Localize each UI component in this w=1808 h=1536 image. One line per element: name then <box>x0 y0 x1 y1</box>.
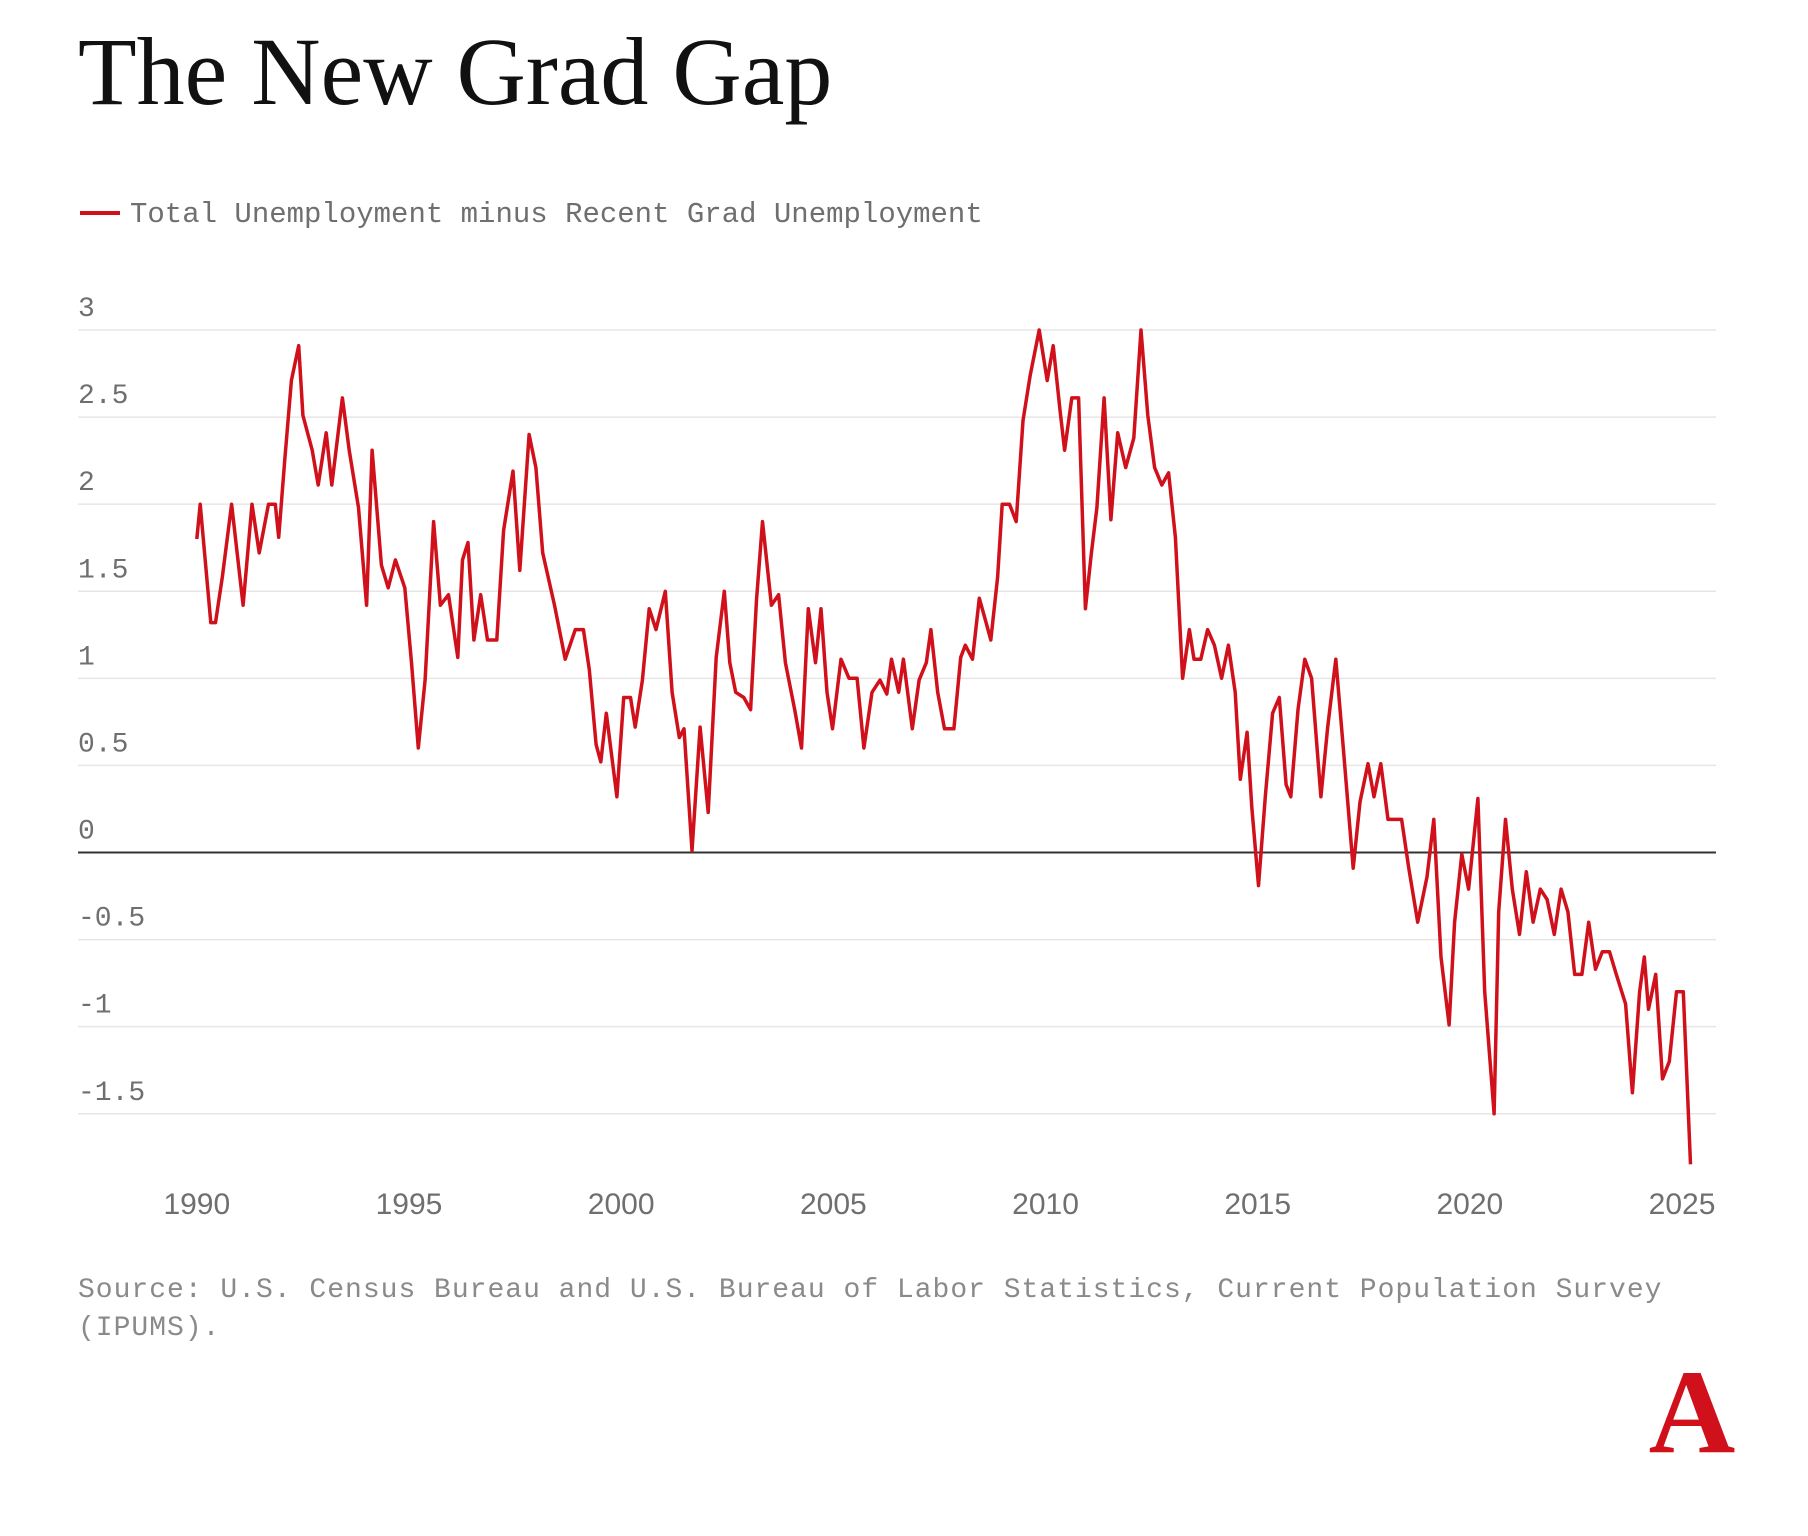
x-tick-label: 1995 <box>376 1188 443 1221</box>
y-tick-label: 3 <box>78 294 95 325</box>
x-tick-label: 2010 <box>1012 1188 1079 1221</box>
y-tick-label: 2 <box>78 468 95 499</box>
x-tick-label: 2025 <box>1649 1188 1716 1221</box>
y-tick-label: 1 <box>78 642 95 673</box>
y-tick-label: 2.5 <box>78 381 128 412</box>
data-line <box>195 328 1693 1165</box>
x-tick-label: 2000 <box>588 1188 655 1221</box>
x-tick-label: 2005 <box>800 1188 867 1221</box>
logo: A <box>1649 1345 1736 1478</box>
y-tick-label: -1 <box>78 991 112 1022</box>
x-tick-label: 1990 <box>163 1188 230 1221</box>
x-tick-label: 2015 <box>1224 1188 1291 1221</box>
x-tick-label: 2020 <box>1437 1188 1504 1221</box>
y-tick-label: 1.5 <box>78 555 128 586</box>
y-tick-label: 0.5 <box>78 729 128 760</box>
source-note: Source: U.S. Census Bureau and U.S. Bure… <box>78 1275 1663 1344</box>
legend-label: Total Unemployment minus Recent Grad Une… <box>130 198 983 231</box>
y-tick-label: 0 <box>78 817 95 848</box>
y-tick-label: -1.5 <box>78 1078 145 1109</box>
chart-title: The New Grad Gap <box>78 18 832 125</box>
y-tick-label: -0.5 <box>78 904 145 935</box>
